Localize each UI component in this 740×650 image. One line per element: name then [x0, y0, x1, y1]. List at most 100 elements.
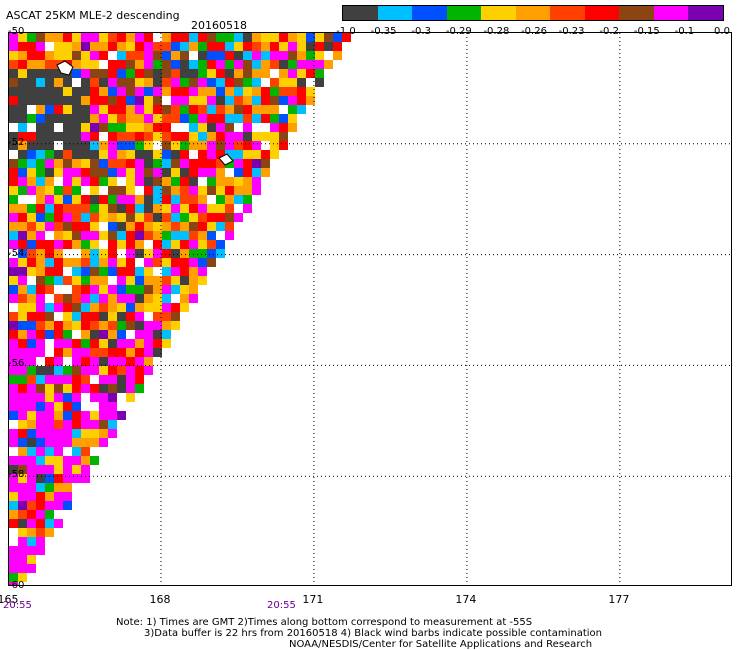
data-cell: [162, 294, 171, 303]
data-cell: [117, 321, 126, 330]
data-cell: [90, 33, 99, 42]
time-label-left: 20:55: [3, 600, 32, 611]
data-cell: [36, 285, 45, 294]
data-cell: [36, 168, 45, 177]
data-cell: [36, 492, 45, 501]
data-cell: [36, 276, 45, 285]
data-cell: [144, 195, 153, 204]
data-cell: [234, 168, 243, 177]
data-cell: [270, 123, 279, 132]
data-cell: [153, 42, 162, 51]
data-cell: [144, 357, 153, 366]
data-cell: [90, 357, 99, 366]
data-cell: [207, 258, 216, 267]
data-cell: [45, 249, 54, 258]
data-cell: [117, 285, 126, 294]
data-cell: [270, 141, 279, 150]
data-cell: [297, 60, 306, 69]
note-line-2: 3)Data buffer is 22 hrs from 20160518 4)…: [144, 628, 602, 639]
data-cell: [72, 339, 81, 348]
data-cell: [180, 177, 189, 186]
data-cell: [108, 339, 117, 348]
data-cell: [9, 60, 18, 69]
data-cell: [333, 33, 342, 42]
data-cell: [72, 447, 81, 456]
data-cell: [63, 87, 72, 96]
data-cell: [72, 321, 81, 330]
data-cell: [162, 249, 171, 258]
data-cell: [81, 294, 90, 303]
data-cell: [216, 105, 225, 114]
data-cell: [81, 177, 90, 186]
data-cell: [207, 240, 216, 249]
data-cell: [144, 366, 153, 375]
data-cell: [90, 339, 99, 348]
data-cell: [198, 204, 207, 213]
data-cell: [45, 384, 54, 393]
data-cell: [36, 537, 45, 546]
data-cell: [315, 42, 324, 51]
data-cell: [9, 213, 18, 222]
data-cell: [63, 51, 72, 60]
data-cell: [234, 186, 243, 195]
data-cell: [135, 312, 144, 321]
data-cell: [225, 42, 234, 51]
data-cell: [252, 96, 261, 105]
data-cell: [153, 105, 162, 114]
data-cell: [18, 492, 27, 501]
data-cell: [261, 132, 270, 141]
data-cell: [153, 285, 162, 294]
data-cell: [99, 330, 108, 339]
data-cell: [54, 411, 63, 420]
data-cell: [189, 204, 198, 213]
data-cell: [81, 195, 90, 204]
data-cell: [9, 510, 18, 519]
data-cell: [9, 276, 18, 285]
data-cell: [198, 267, 207, 276]
data-cell: [18, 483, 27, 492]
data-cell: [108, 78, 117, 87]
data-cell: [261, 33, 270, 42]
data-cell: [81, 258, 90, 267]
data-cell: [45, 213, 54, 222]
data-cell: [135, 222, 144, 231]
data-cell: [126, 33, 135, 42]
data-cell: [54, 474, 63, 483]
data-cell: [81, 429, 90, 438]
data-cell: [81, 114, 90, 123]
data-cell: [27, 204, 36, 213]
data-cell: [9, 258, 18, 267]
data-cell: [126, 213, 135, 222]
data-cell: [99, 402, 108, 411]
data-cell: [18, 402, 27, 411]
data-cell: [207, 186, 216, 195]
data-cell: [90, 348, 99, 357]
data-cell: [99, 411, 108, 420]
data-cell: [45, 429, 54, 438]
data-cell: [126, 240, 135, 249]
data-cell: [18, 258, 27, 267]
data-cell: [207, 114, 216, 123]
data-cell: [9, 222, 18, 231]
data-cell: [18, 456, 27, 465]
data-cell: [306, 96, 315, 105]
data-cell: [126, 267, 135, 276]
data-cell: [117, 276, 126, 285]
data-cell: [108, 87, 117, 96]
data-cell: [216, 177, 225, 186]
data-cell: [54, 159, 63, 168]
data-cell: [153, 258, 162, 267]
data-cell: [81, 285, 90, 294]
data-cell: [252, 177, 261, 186]
data-cell: [135, 303, 144, 312]
data-cell: [63, 204, 72, 213]
data-cell: [9, 240, 18, 249]
data-cell: [63, 114, 72, 123]
data-cell: [243, 105, 252, 114]
data-cell: [225, 105, 234, 114]
data-cell: [99, 87, 108, 96]
data-cell: [27, 483, 36, 492]
data-cell: [180, 132, 189, 141]
data-cell: [81, 474, 90, 483]
data-cell: [225, 159, 234, 168]
